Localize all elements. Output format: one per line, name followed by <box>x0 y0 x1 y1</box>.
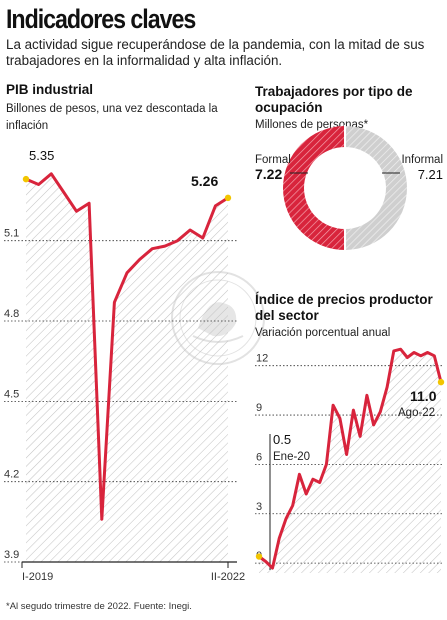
donut-slice-informal <box>345 126 407 250</box>
ipp-y-tick-label: 12 <box>256 353 268 365</box>
pib-first-marker <box>22 175 30 183</box>
informal-label: Informal <box>401 154 443 166</box>
formal-label: Formal <box>255 154 291 166</box>
ipp-title: Índice de precios productor del sector <box>255 292 433 323</box>
pib-y-tick-label: 4.8 <box>4 308 19 320</box>
informal-value: 7.21 <box>418 167 443 182</box>
ipp-first-marker <box>255 553 263 560</box>
donut-chart: Formal 7.22 Informal 7.21 <box>255 126 443 250</box>
ipp-start-value: 0.5 <box>273 432 291 447</box>
ipp-end-date: Ago-22 <box>398 407 435 419</box>
donut-title: Trabajadores por tipo de ocupación <box>255 84 413 115</box>
ipp-start-date: Ene-20 <box>273 451 310 463</box>
ipp-y-tick-label: 9 <box>256 402 262 414</box>
ipp-y-tick-label: 3 <box>256 501 262 513</box>
pib-y-tick-label: 4.5 <box>4 388 19 400</box>
pib-y-tick-label: 4.2 <box>4 469 19 481</box>
ipp-subtitle: Variación porcentual anual <box>255 327 391 339</box>
pib-area <box>26 173 228 563</box>
main-subtitle: La actividad sigue recuperándose de la p… <box>6 37 425 68</box>
footnote: *Al segudo trimestre de 2022. Fuente: In… <box>6 601 192 612</box>
pib-y-tick-label: 5.1 <box>4 228 19 240</box>
ipp-chart: 036912 0.5 Ene-20 11.0 Ago-22 <box>255 347 445 573</box>
pib-chart: 3.9 4.2 4.5 4.8 5.1 I-2019 II-2022 5.35 5.26 <box>4 148 245 583</box>
ipp-end-value: 11.0 <box>410 388 437 404</box>
pib-first-value-label: 5.35 <box>29 148 54 163</box>
formal-value: 7.22 <box>255 166 282 182</box>
ipp-line <box>258 347 443 570</box>
ipp-area <box>259 349 441 573</box>
pib-x-label-first: I-2019 <box>22 571 53 583</box>
pib-x-label-last: II-2022 <box>211 571 245 583</box>
pib-y-tick-label: 3.9 <box>4 549 19 561</box>
pib-subtitle: Billones de pesos, una vez descontada la… <box>6 103 218 132</box>
main-title: Indicadores claves <box>6 4 196 34</box>
pib-line <box>25 172 229 521</box>
pib-last-value-label: 5.26 <box>191 173 218 189</box>
ipp-last-marker <box>437 378 445 386</box>
ipp-y-tick-label: 6 <box>256 451 262 463</box>
pib-title: PIB industrial <box>6 82 94 97</box>
donut-slice-formal <box>282 126 346 250</box>
pib-last-marker <box>224 194 232 202</box>
